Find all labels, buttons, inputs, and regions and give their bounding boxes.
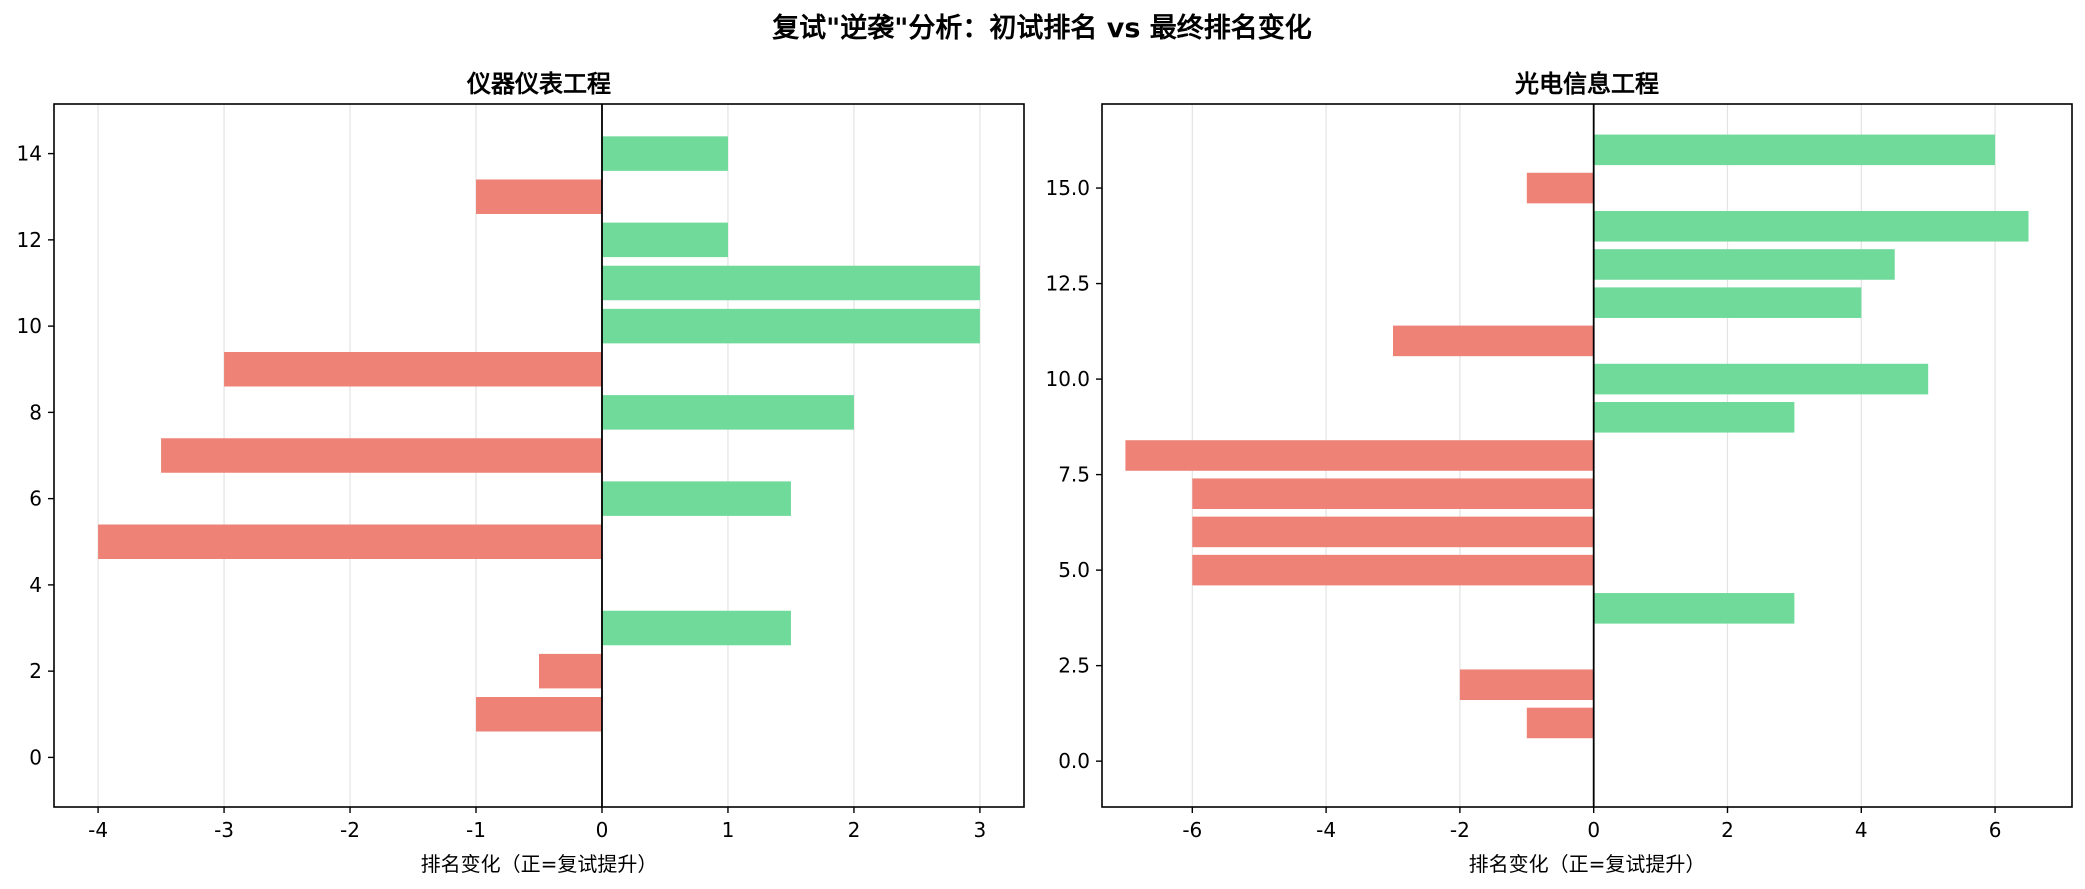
right-chart-x-tick-label: 4 [1855, 818, 1868, 842]
right-chart-x-tick-label: 6 [1989, 818, 2002, 842]
left-chart-x-tick-label: -3 [214, 818, 234, 842]
right-chart-title: 光电信息工程 [1514, 70, 1659, 98]
negative-change-bar [1192, 554, 1594, 586]
right-chart-y-tick-label: 7.5 [1058, 463, 1090, 487]
left-chart-x-tick-label: 1 [722, 818, 735, 842]
negative-change-bar [1192, 516, 1594, 548]
positive-change-bar [1593, 287, 1862, 318]
right-chart-x-tick-label: -2 [1450, 818, 1470, 842]
positive-change-bar [601, 481, 791, 516]
left-chart-x-tick-label: 2 [848, 818, 861, 842]
positive-change-bar [601, 395, 854, 430]
negative-change-bar [476, 697, 602, 732]
right-chart-x-ticks: -6 -4 -2 0 2 4 6 [1182, 807, 2001, 842]
negative-change-bar [1192, 478, 1594, 509]
right-chart-x-tick-label: -4 [1316, 818, 1336, 842]
left-chart-x-ticks: -4 -3 -2 -1 0 1 2 3 [88, 807, 986, 842]
negative-change-bar [1526, 172, 1594, 204]
left-chart-y-tick-label: 4 [29, 573, 42, 597]
left-chart-x-tick-label: 3 [974, 818, 987, 842]
positive-change-bar [601, 136, 728, 171]
left-chart-y-tick-label: 10 [17, 314, 42, 338]
negative-change-bar [98, 524, 602, 560]
right-chart-y-tick-label: 15.0 [1045, 176, 1090, 200]
left-chart-y-ticks: 0 2 4 6 8 10 12 14 [17, 142, 54, 769]
positive-change-bar [1593, 249, 1895, 280]
positive-change-bar [1593, 210, 2029, 242]
negative-change-bar [224, 351, 602, 387]
positive-change-bar [601, 222, 728, 258]
positive-change-bar [601, 265, 980, 301]
left-chart-y-tick-label: 14 [17, 142, 42, 166]
right-chart-optoelectronic-engineering: -6 -4 -2 0 2 4 6 0.0 2.5 5.0 7.5 10.0 12.5 15.0 光电信息… [1045, 70, 2073, 876]
positive-change-bar [1593, 593, 1795, 624]
right-chart-x-tick-label: 2 [1721, 818, 1734, 842]
negative-change-bar [476, 179, 602, 214]
negative-change-bar [1526, 707, 1594, 739]
right-chart-y-tick-label: 10.0 [1045, 367, 1090, 391]
negative-change-bar [1393, 325, 1594, 357]
right-chart-y-tick-label: 12.5 [1045, 272, 1090, 296]
right-chart-bars [1125, 134, 2029, 739]
right-chart-y-tick-label: 2.5 [1058, 654, 1090, 678]
right-chart-frame [1101, 103, 2073, 808]
left-chart-x-tick-label: 0 [596, 818, 609, 842]
right-chart-y-tick-label: 0.0 [1058, 749, 1090, 773]
positive-change-bar [1593, 363, 1929, 395]
right-chart-x-tick-label: -6 [1182, 818, 1202, 842]
positive-change-bar [1593, 402, 1795, 433]
left-chart-frame [53, 103, 1025, 808]
negative-change-bar [539, 653, 602, 689]
right-chart-y-ticks: 0.0 2.5 5.0 7.5 10.0 12.5 15.0 [1045, 176, 1102, 773]
right-chart-y-tick-label: 5.0 [1058, 558, 1090, 582]
left-chart-x-tick-label: -2 [340, 818, 360, 842]
left-chart-y-tick-label: 2 [29, 659, 42, 683]
right-chart-x-axis-label: 排名变化（正=复试提升） [1469, 852, 1706, 876]
left-chart-x-tick-label: -1 [466, 818, 486, 842]
positive-change-bar [1593, 134, 1996, 166]
positive-change-bar [601, 308, 980, 344]
left-chart-y-tick-label: 0 [29, 745, 42, 769]
right-chart-x-tick-label: 0 [1587, 818, 1600, 842]
figure-title: 复试"逆袭"分析：初试排名 vs 最终排名变化 [772, 12, 1312, 44]
left-chart-y-tick-label: 6 [29, 487, 42, 511]
left-chart-y-tick-label: 8 [29, 400, 42, 424]
negative-change-bar [1459, 669, 1594, 701]
left-chart-x-tick-label: -4 [88, 818, 108, 842]
positive-change-bar [601, 610, 791, 646]
negative-change-bar [161, 438, 602, 473]
left-chart-x-axis-label: 排名变化（正=复试提升） [421, 852, 658, 876]
left-chart-title: 仪器仪表工程 [466, 70, 611, 98]
left-chart-y-tick-label: 12 [17, 228, 42, 252]
negative-change-bar [1125, 440, 1594, 471]
left-chart-bars [98, 136, 980, 732]
